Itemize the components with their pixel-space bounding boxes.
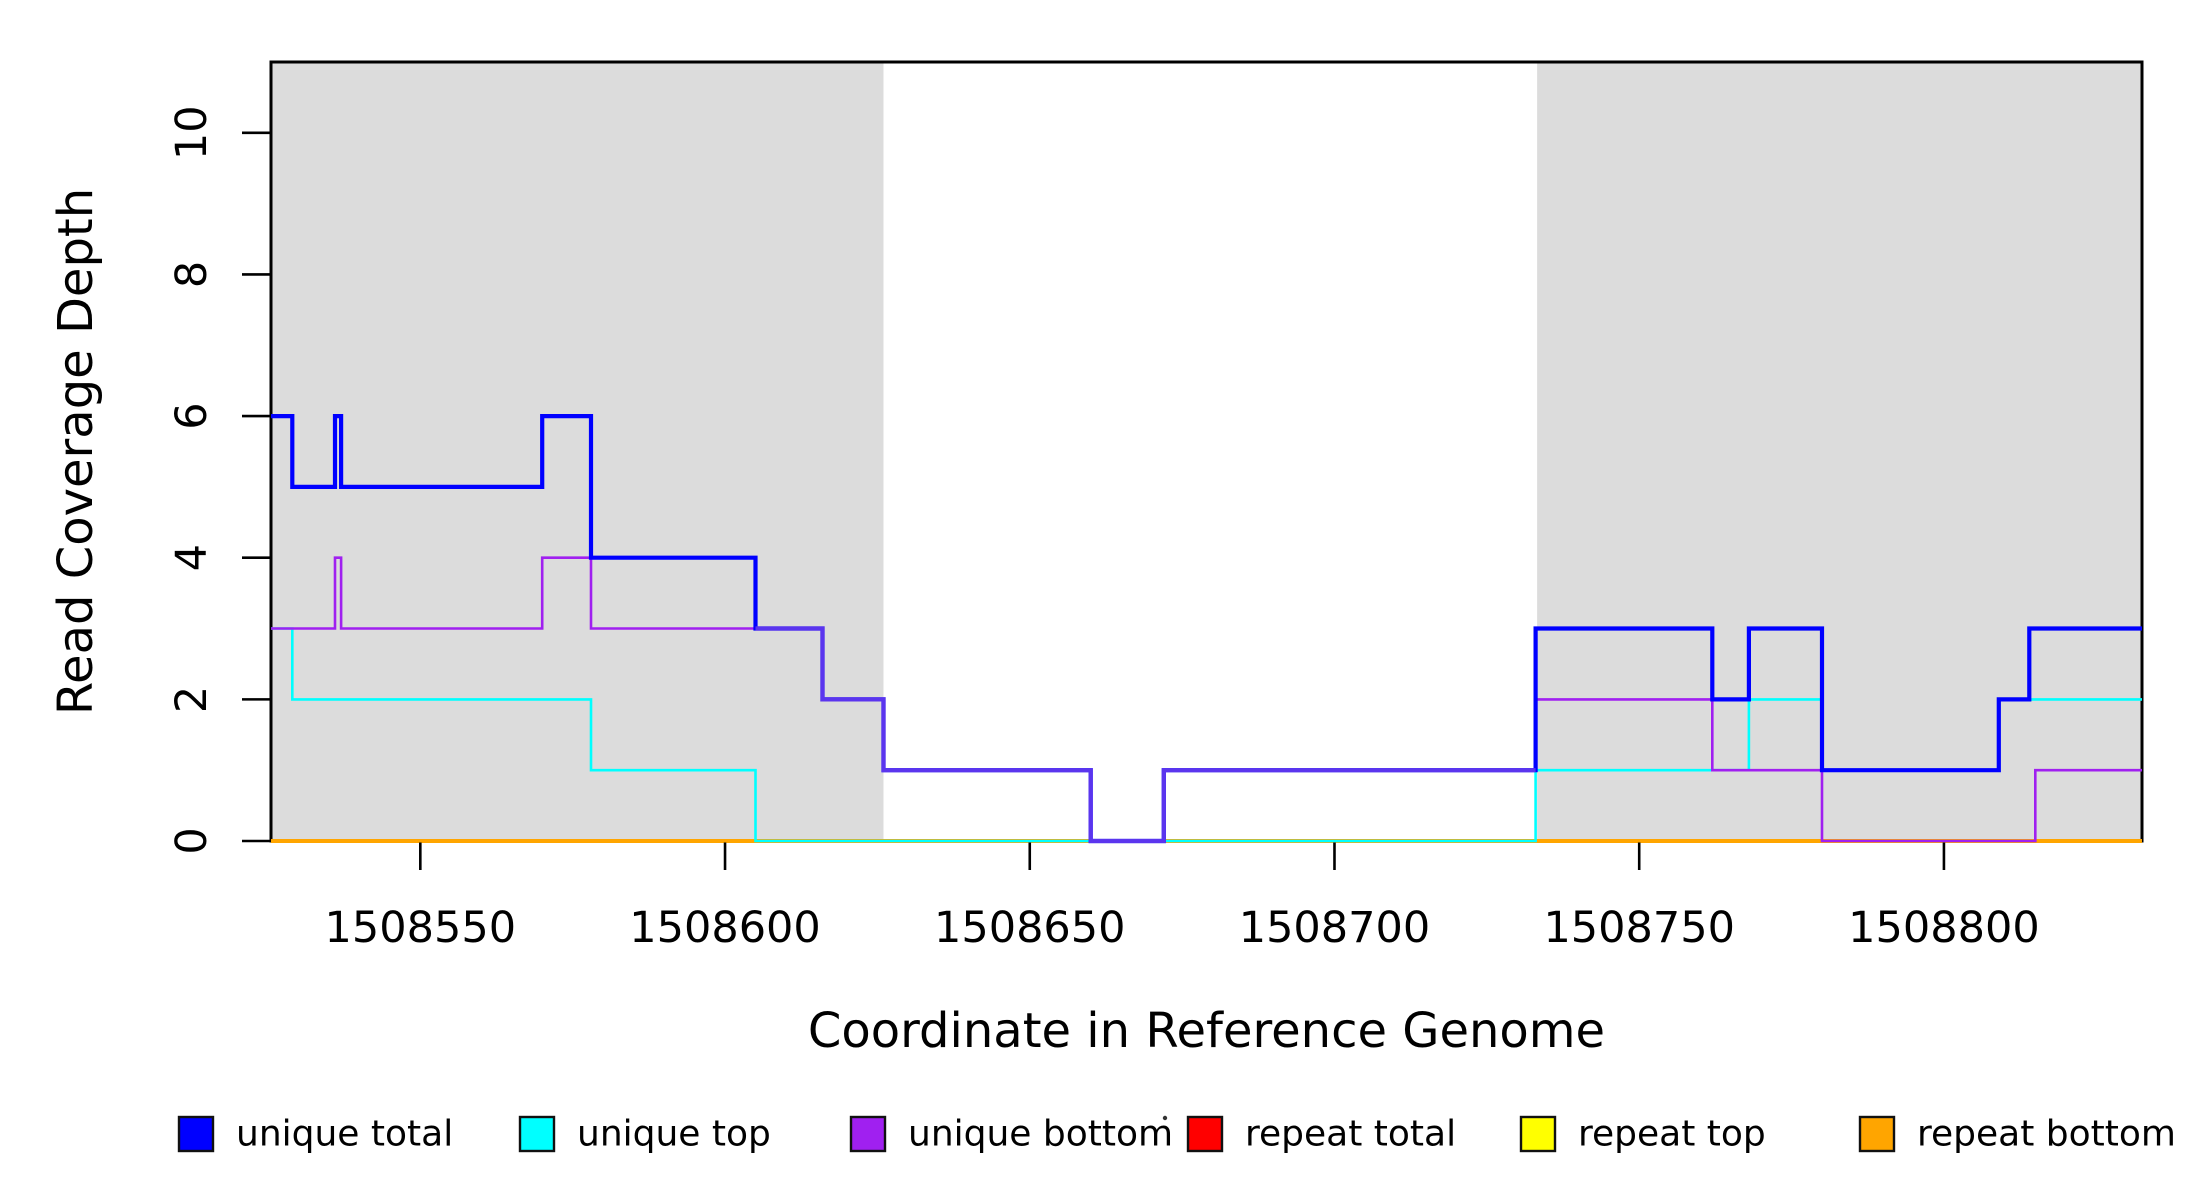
- legend-label-repeat-bottom: repeat bottom: [1917, 1114, 2176, 1155]
- x-tick-label-1508700: 1508700: [1239, 903, 1431, 953]
- legend-item-repeat-bottom: repeat bottom: [1858, 1114, 2176, 1155]
- legend-label-unique-bottom: unique bottom: [908, 1114, 1173, 1155]
- y-tick-label-6: 6: [167, 402, 217, 429]
- legend-swatch-unique-top: [518, 1115, 556, 1153]
- x-axis-title: Coordinate in Reference Genome: [808, 1003, 1605, 1059]
- x-tick-label-1508600: 1508600: [629, 903, 821, 953]
- legend-item-unique-bottom: unique bottom: [849, 1114, 1173, 1155]
- shaded-region-2: [1537, 63, 2142, 840]
- x-tick-label-1508550: 1508550: [325, 903, 517, 953]
- legend-label-unique-total: unique total: [236, 1114, 453, 1155]
- legend-swatch-unique-bottom: [849, 1115, 887, 1153]
- y-tick-label-10: 10: [167, 105, 217, 160]
- legend-label-repeat-top: repeat top: [1578, 1114, 1766, 1155]
- shaded-regions: [272, 63, 2142, 840]
- legend-label-unique-top: unique top: [577, 1114, 771, 1155]
- x-tick-label-1508750: 1508750: [1543, 903, 1735, 953]
- axis-tick-labels: 1508550 1508600 1508650 1508700 1508750 15088…: [167, 105, 2040, 953]
- legend-swatch-repeat-top: [1519, 1115, 1557, 1153]
- x-tick-label-1508650: 1508650: [934, 903, 1126, 953]
- stray-dot: [1162, 1115, 1168, 1121]
- y-tick-label-0: 0: [167, 827, 217, 854]
- legend-swatch-repeat-total: [1186, 1115, 1224, 1153]
- y-tick-label-4: 4: [167, 544, 217, 571]
- axis-ticks: [242, 131, 1946, 870]
- legend-swatch-repeat-bottom: [1858, 1115, 1896, 1153]
- legend-label-repeat-total: repeat total: [1245, 1114, 1456, 1155]
- shaded-region-1: [272, 63, 884, 840]
- y-tick-label-8: 8: [167, 261, 217, 288]
- legend-item-unique-top: unique top: [518, 1114, 771, 1155]
- x-tick-label-1508800: 1508800: [1848, 903, 2040, 953]
- y-axis-title: Read Coverage Depth: [48, 188, 104, 715]
- series-lines: [271, 414, 2142, 844]
- y-tick-label-2: 2: [167, 686, 217, 713]
- legend-item-repeat-top: repeat top: [1519, 1114, 1766, 1155]
- series-overlap-total-bottom-line-1: [755, 626, 1536, 844]
- legend: unique total unique top unique bottom repea…: [177, 1114, 2176, 1155]
- legend-item-repeat-total: repeat total: [1186, 1114, 1456, 1155]
- legend-item-unique-total: unique total: [177, 1114, 453, 1155]
- legend-swatch-unique-total: [177, 1115, 215, 1153]
